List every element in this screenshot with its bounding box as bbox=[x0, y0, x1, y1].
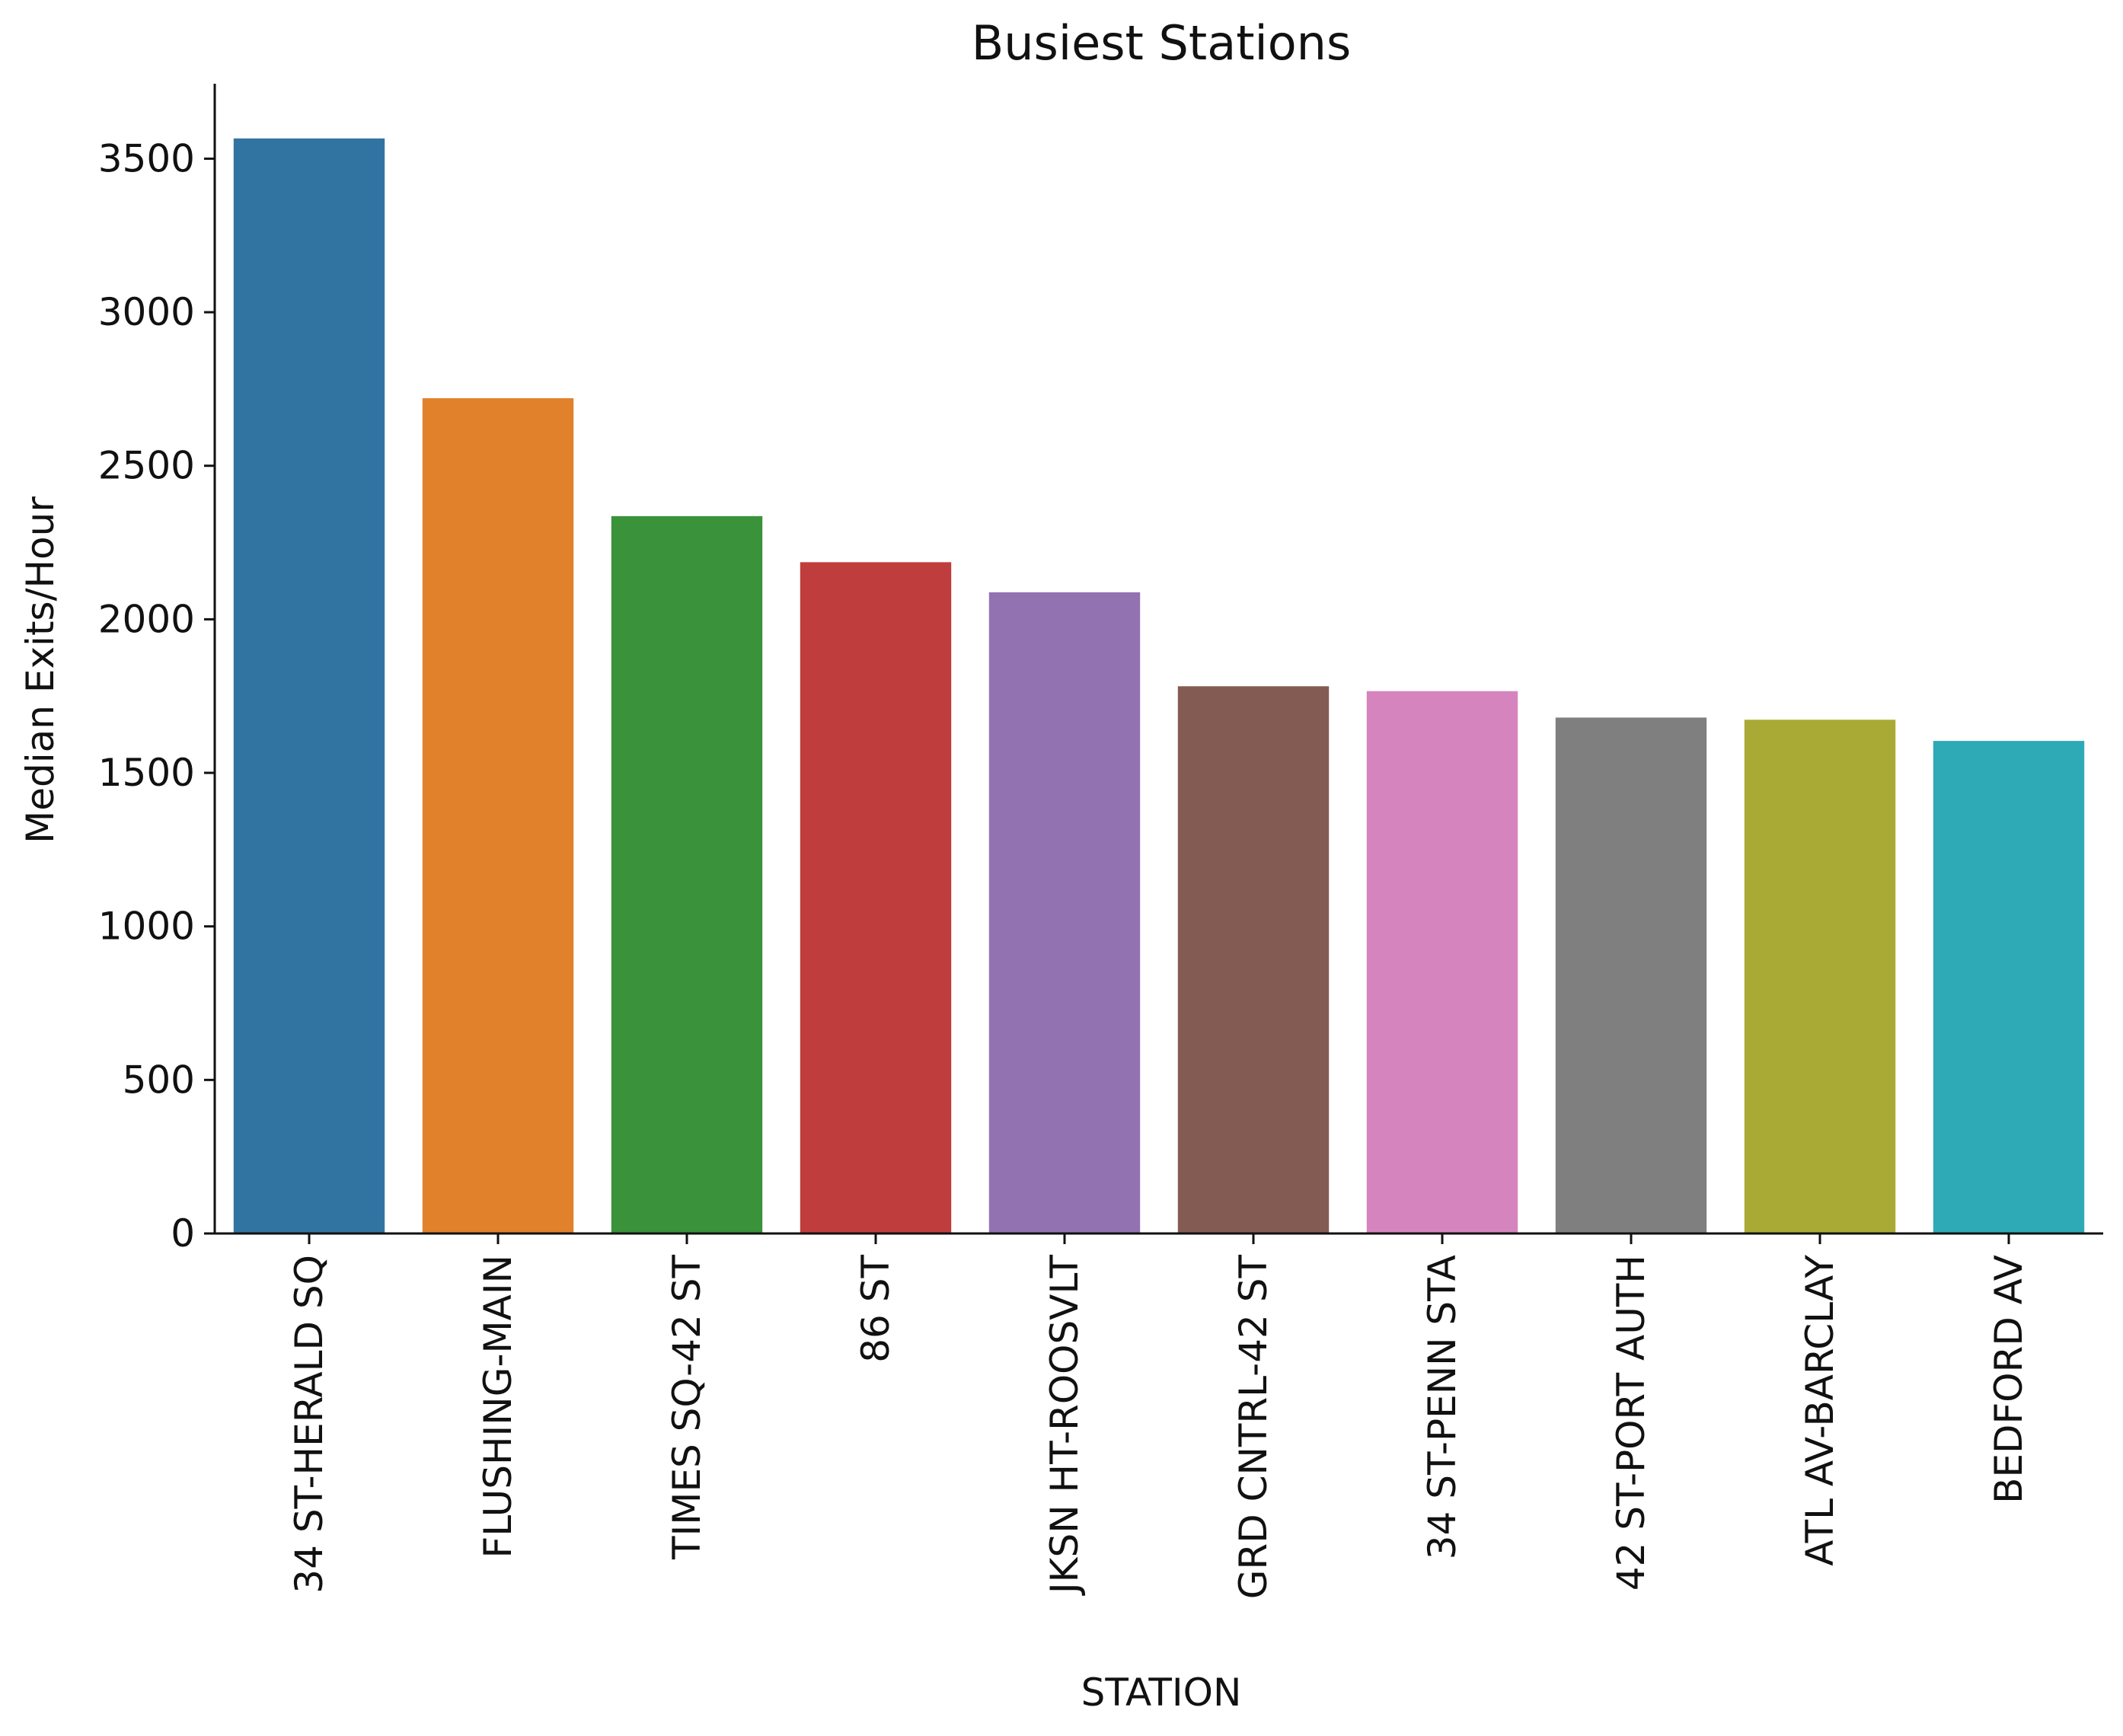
x-tick-label: 42 ST-PORT AUTH bbox=[1609, 1255, 1653, 1591]
y-axis-label: Median Exits/Hour bbox=[18, 496, 62, 844]
y-tick-label: 2500 bbox=[98, 444, 195, 488]
bar bbox=[988, 592, 1141, 1233]
x-axis-ticks: 34 ST-HERALD SQ FLUSHING-MAIN TIMES SQ-42 … bbox=[287, 1233, 2031, 1599]
y-tick-label: 1500 bbox=[98, 751, 195, 795]
bars-group bbox=[233, 138, 2085, 1233]
x-tick-label: TIMES SQ-42 ST bbox=[665, 1255, 709, 1560]
y-tick-label: 3000 bbox=[98, 290, 195, 334]
bar bbox=[1744, 720, 1896, 1233]
bar bbox=[1555, 717, 1707, 1233]
x-tick-label: BEDFORD AV bbox=[1987, 1255, 2031, 1504]
x-tick-label: GRD CNTRL-42 ST bbox=[1231, 1255, 1275, 1600]
x-tick-label: 86 ST bbox=[854, 1255, 898, 1363]
bar bbox=[611, 515, 763, 1233]
x-tick-label: FLUSHING-MAIN bbox=[476, 1255, 520, 1559]
bar bbox=[800, 562, 952, 1233]
bar bbox=[233, 138, 385, 1233]
y-tick-label: 0 bbox=[171, 1211, 195, 1256]
bar bbox=[1177, 686, 1330, 1233]
bar bbox=[422, 397, 574, 1233]
bar bbox=[1366, 691, 1518, 1233]
x-tick-label: JKSN HT-ROOSVLT bbox=[1042, 1255, 1087, 1597]
y-tick-label: 2000 bbox=[98, 597, 195, 641]
y-axis-ticks: 0 500 1000 1500 2000 2500 3000 3500 bbox=[98, 136, 215, 1256]
x-tick-label: 34 ST-PENN STA bbox=[1420, 1255, 1464, 1559]
x-axis-label: STATION bbox=[1081, 1671, 1242, 1715]
y-tick-label: 1000 bbox=[98, 905, 195, 949]
x-tick-label: 34 ST-HERALD SQ bbox=[287, 1255, 331, 1594]
y-tick-label: 3500 bbox=[98, 136, 195, 180]
y-tick-label: 500 bbox=[123, 1058, 195, 1102]
bar bbox=[1933, 741, 2085, 1233]
x-tick-label: ATL AV-BARCLAY bbox=[1798, 1255, 1842, 1566]
chart-title: Busiest Stations bbox=[972, 15, 1352, 71]
